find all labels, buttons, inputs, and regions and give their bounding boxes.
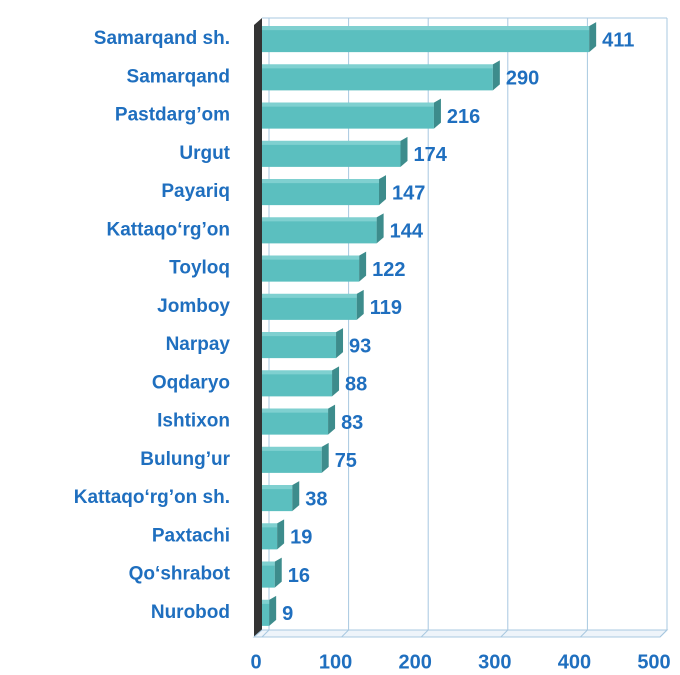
bar-side	[400, 136, 408, 167]
grid-line	[580, 18, 588, 638]
bar-shade	[262, 599, 270, 604]
value-label: 411	[602, 29, 634, 51]
bar-side	[589, 22, 597, 53]
bar-shade	[262, 408, 329, 413]
bar-shade	[262, 293, 357, 298]
y-tick-label: Kattaqo‘rg’on	[107, 219, 231, 240]
y-tick-label: Samarqand	[127, 66, 230, 87]
value-label: 122	[372, 259, 405, 281]
bar	[262, 446, 322, 473]
bar-shade	[262, 561, 275, 566]
bar	[262, 523, 278, 550]
y-tick-label: Samarqand sh.	[94, 28, 230, 49]
bar	[262, 179, 380, 206]
bar-side	[332, 366, 340, 397]
x-tick-label: 0	[250, 651, 261, 673]
value-label: 75	[335, 450, 357, 472]
bar	[262, 561, 275, 588]
bar-shade	[262, 217, 377, 222]
bar-shade	[262, 140, 401, 145]
bar	[262, 370, 333, 397]
bar-side	[292, 481, 300, 512]
value-label: 88	[345, 374, 367, 396]
bar	[262, 26, 590, 53]
bar	[262, 64, 493, 91]
bar-shade	[262, 255, 360, 260]
bar-side	[328, 404, 336, 435]
y-tick-label: Ishtixon	[157, 411, 230, 432]
y-tick-label: Kattaqo‘rg’on sh.	[74, 487, 230, 508]
bar-side	[269, 595, 277, 626]
bar-side	[321, 442, 329, 473]
value-label: 83	[341, 412, 363, 434]
y-tick-label: Urgut	[179, 143, 230, 164]
bar-shade	[262, 26, 590, 31]
y-tick-label: Jomboy	[157, 296, 230, 317]
bar-side	[492, 60, 500, 91]
bar	[262, 408, 329, 435]
bar-side	[277, 519, 285, 550]
bar	[262, 599, 270, 626]
x-tick-label: 300	[478, 651, 511, 673]
x-tick-label: 100	[319, 651, 352, 673]
value-label: 216	[447, 106, 480, 128]
value-label: 290	[506, 68, 539, 90]
bar-side	[359, 251, 367, 282]
y-tick-label: Toyloq	[169, 258, 230, 279]
bar-side	[433, 98, 441, 129]
value-label: 144	[390, 221, 424, 243]
bar-side	[356, 289, 364, 320]
bar	[262, 332, 337, 359]
bar	[262, 293, 357, 320]
grid-line	[500, 18, 509, 638]
value-label: 147	[392, 182, 425, 204]
bar-shade	[262, 485, 293, 490]
value-label: 16	[288, 565, 310, 587]
bar-shade	[262, 102, 434, 107]
grid-line	[420, 18, 429, 638]
y-tick-label: Pastdarg’om	[115, 105, 230, 126]
bar-side	[379, 175, 387, 206]
bar-side	[336, 328, 344, 359]
value-label: 19	[290, 527, 312, 549]
value-label: 9	[282, 603, 293, 625]
bar-side	[376, 213, 384, 244]
bar	[262, 102, 434, 129]
bar-shade	[262, 523, 278, 528]
value-label: 93	[349, 335, 371, 357]
value-label: 38	[305, 488, 327, 510]
x-tick-label: 500	[637, 651, 670, 673]
y-tick-label: Paxtachi	[152, 525, 230, 546]
y-tick-label: Narpay	[166, 334, 231, 355]
value-label: 174	[414, 144, 448, 166]
bar	[262, 140, 401, 167]
bar-side	[274, 557, 282, 588]
bar	[262, 217, 377, 244]
x-tick-label: 400	[558, 651, 591, 673]
bar-shade	[262, 446, 322, 451]
left-wall	[254, 18, 262, 637]
bar-shade	[262, 332, 337, 337]
floor	[252, 629, 669, 638]
y-tick-label: Payariq	[161, 181, 230, 202]
bar	[262, 255, 360, 282]
y-tick-label: Bulung’ur	[140, 449, 230, 470]
y-tick-label: Oqdaryo	[152, 372, 230, 393]
value-label: 119	[370, 297, 402, 319]
y-tick-label: Nurobod	[151, 602, 230, 623]
bar-shade	[262, 370, 333, 375]
x-tick-label: 200	[399, 651, 432, 673]
bar-shade	[262, 64, 493, 69]
bar-shade	[262, 179, 380, 184]
bar	[262, 485, 293, 512]
y-tick-label: Qo‘shrabot	[129, 564, 231, 585]
grid-line	[659, 18, 668, 638]
